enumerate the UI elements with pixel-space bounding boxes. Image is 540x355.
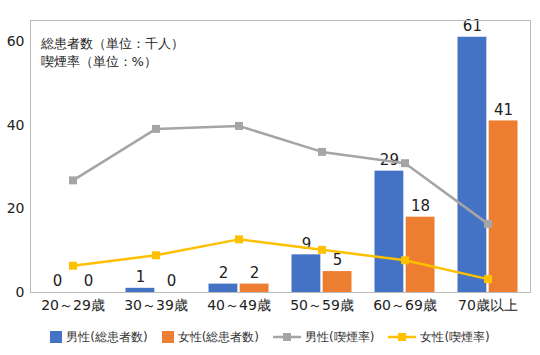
svg-text:30～39歳: 30～39歳 xyxy=(124,297,188,313)
svg-text:18: 18 xyxy=(411,197,430,215)
svg-text:5: 5 xyxy=(333,251,343,269)
svg-text:60～69歳: 60～69歳 xyxy=(373,297,437,313)
svg-text:0: 0 xyxy=(16,284,25,300)
html-text:女性(総患者数): 女性(総患者数) xyxy=(177,329,259,344)
svg-text:60: 60 xyxy=(7,33,25,49)
svg-text:喫煙率（単位：%）: 喫煙率（単位：%） xyxy=(41,54,157,69)
svg-text:0: 0 xyxy=(167,272,177,290)
svg-text:2: 2 xyxy=(250,264,260,282)
svg-text:41: 41 xyxy=(494,101,513,119)
svg-text:0: 0 xyxy=(53,272,63,290)
svg-text:9: 9 xyxy=(302,235,312,253)
svg-text:29: 29 xyxy=(379,150,399,169)
svg-text:61: 61 xyxy=(463,17,482,35)
svg-text:20～29歳: 20～29歳 xyxy=(41,297,105,313)
html-text:男性(喫煙率): 男性(喫煙率) xyxy=(305,329,375,344)
svg-text:20: 20 xyxy=(7,200,25,216)
html-text:男性(総患者数): 男性(総患者数) xyxy=(66,329,148,344)
svg-text:2: 2 xyxy=(219,264,229,282)
svg-text:40～49歳: 40～49歳 xyxy=(207,297,271,313)
svg-text:0: 0 xyxy=(84,272,94,290)
svg-text:40: 40 xyxy=(7,117,25,133)
svg-text:70歳以上: 70歳以上 xyxy=(458,297,518,313)
svg-text:総患者数（単位：千人）: 総患者数（単位：千人） xyxy=(40,36,184,51)
svg-text:50～59歳: 50～59歳 xyxy=(290,297,354,313)
svg-text:1: 1 xyxy=(136,268,146,286)
html-text:女性(喫煙率): 女性(喫煙率) xyxy=(420,329,490,344)
